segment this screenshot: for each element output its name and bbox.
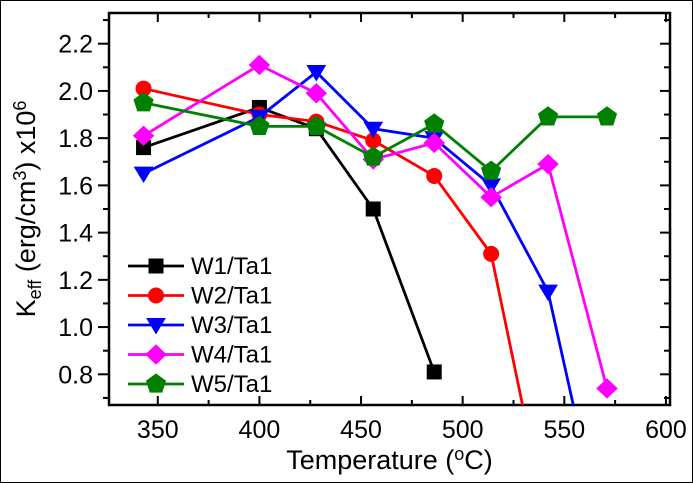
data-point-marker — [306, 115, 327, 135]
data-point-marker — [249, 115, 270, 135]
legend-marker — [148, 287, 164, 304]
y-axis-title: Keff​ (erg/cm3​) x106​ — [10, 101, 45, 318]
data-point-marker — [363, 146, 384, 166]
x-tick-label: 350 — [137, 416, 179, 444]
legend-item-w5-ta1: W5/Ta1 — [128, 371, 272, 398]
data-point-marker — [596, 378, 618, 399]
y-tick-label: 1.0 — [58, 314, 93, 342]
legend-item-w2-ta1: W2/Ta1 — [128, 283, 272, 310]
legend-item-w1-ta1: W1/Ta1 — [128, 253, 272, 280]
y-tick-label: 0.8 — [58, 361, 93, 389]
data-point-marker — [306, 65, 327, 82]
series-w4-ta1 — [132, 54, 618, 399]
data-point-marker — [596, 106, 618, 126]
series-line — [142, 63, 609, 389]
data-point-marker — [537, 106, 559, 126]
legend-label: W5/Ta1 — [191, 371, 272, 398]
x-axis-title: Temperature (o​C) — [286, 444, 493, 475]
legend-label: W1/Ta1 — [191, 253, 272, 280]
x-tick-label: 550 — [543, 416, 585, 444]
legend-label: W4/Ta1 — [191, 342, 272, 369]
x-tick-label: 500 — [442, 416, 484, 444]
series-w1-ta1 — [136, 99, 442, 380]
data-point-marker — [538, 284, 558, 302]
y-tick-label: 1.8 — [58, 125, 93, 153]
series-line — [142, 70, 575, 405]
axis-titles: Temperature (o​C) Keff​ (erg/cm3​) x106​ — [10, 101, 493, 475]
data-point-marker — [133, 166, 154, 184]
y-tick-label: 1.6 — [58, 172, 93, 200]
y-tick-label: 1.2 — [58, 267, 93, 295]
data-point-marker — [305, 83, 328, 104]
legend-label: W2/Ta1 — [191, 283, 272, 310]
data-point-marker — [363, 121, 384, 139]
data-point-marker — [426, 364, 442, 380]
series-w5-ta1 — [133, 92, 618, 180]
data-point-marker — [537, 153, 559, 175]
axis-ticks — [98, 13, 670, 405]
data-point-marker — [483, 245, 500, 262]
data-point-marker — [248, 54, 271, 76]
data-point-marker — [481, 160, 502, 180]
data-point-marker — [426, 167, 443, 184]
data-point-marker — [424, 113, 445, 133]
legend-marker — [148, 258, 164, 274]
data-point-marker — [132, 125, 155, 146]
legend-marker — [145, 344, 167, 365]
data-point-marker — [480, 187, 502, 208]
data-point-marker — [423, 132, 445, 154]
x-tick-label: 400 — [239, 416, 281, 444]
tick-labels: 350 400 450 500 550 600 0.8 1.0 1.2 1.4 1.6 1.8 2.0 2… — [58, 31, 687, 444]
legend-marker — [146, 318, 166, 335]
y-tick-label: 2.0 — [58, 78, 93, 106]
x-tick-label: 450 — [340, 416, 382, 444]
data-point-marker — [133, 92, 154, 112]
y-tick-label: 2.2 — [58, 31, 93, 59]
legend-item-w3-ta1: W3/Ta1 — [128, 312, 272, 339]
data-point-marker — [365, 201, 381, 217]
series-line — [143, 101, 607, 174]
legend-label: W3/Ta1 — [191, 312, 272, 339]
y-tick-label: 1.4 — [58, 220, 93, 248]
legend-marker — [145, 373, 167, 393]
x-tick-label: 600 — [645, 416, 687, 444]
data-series — [132, 54, 618, 405]
legend-item-w4-ta1: W4/Ta1 — [128, 342, 272, 369]
